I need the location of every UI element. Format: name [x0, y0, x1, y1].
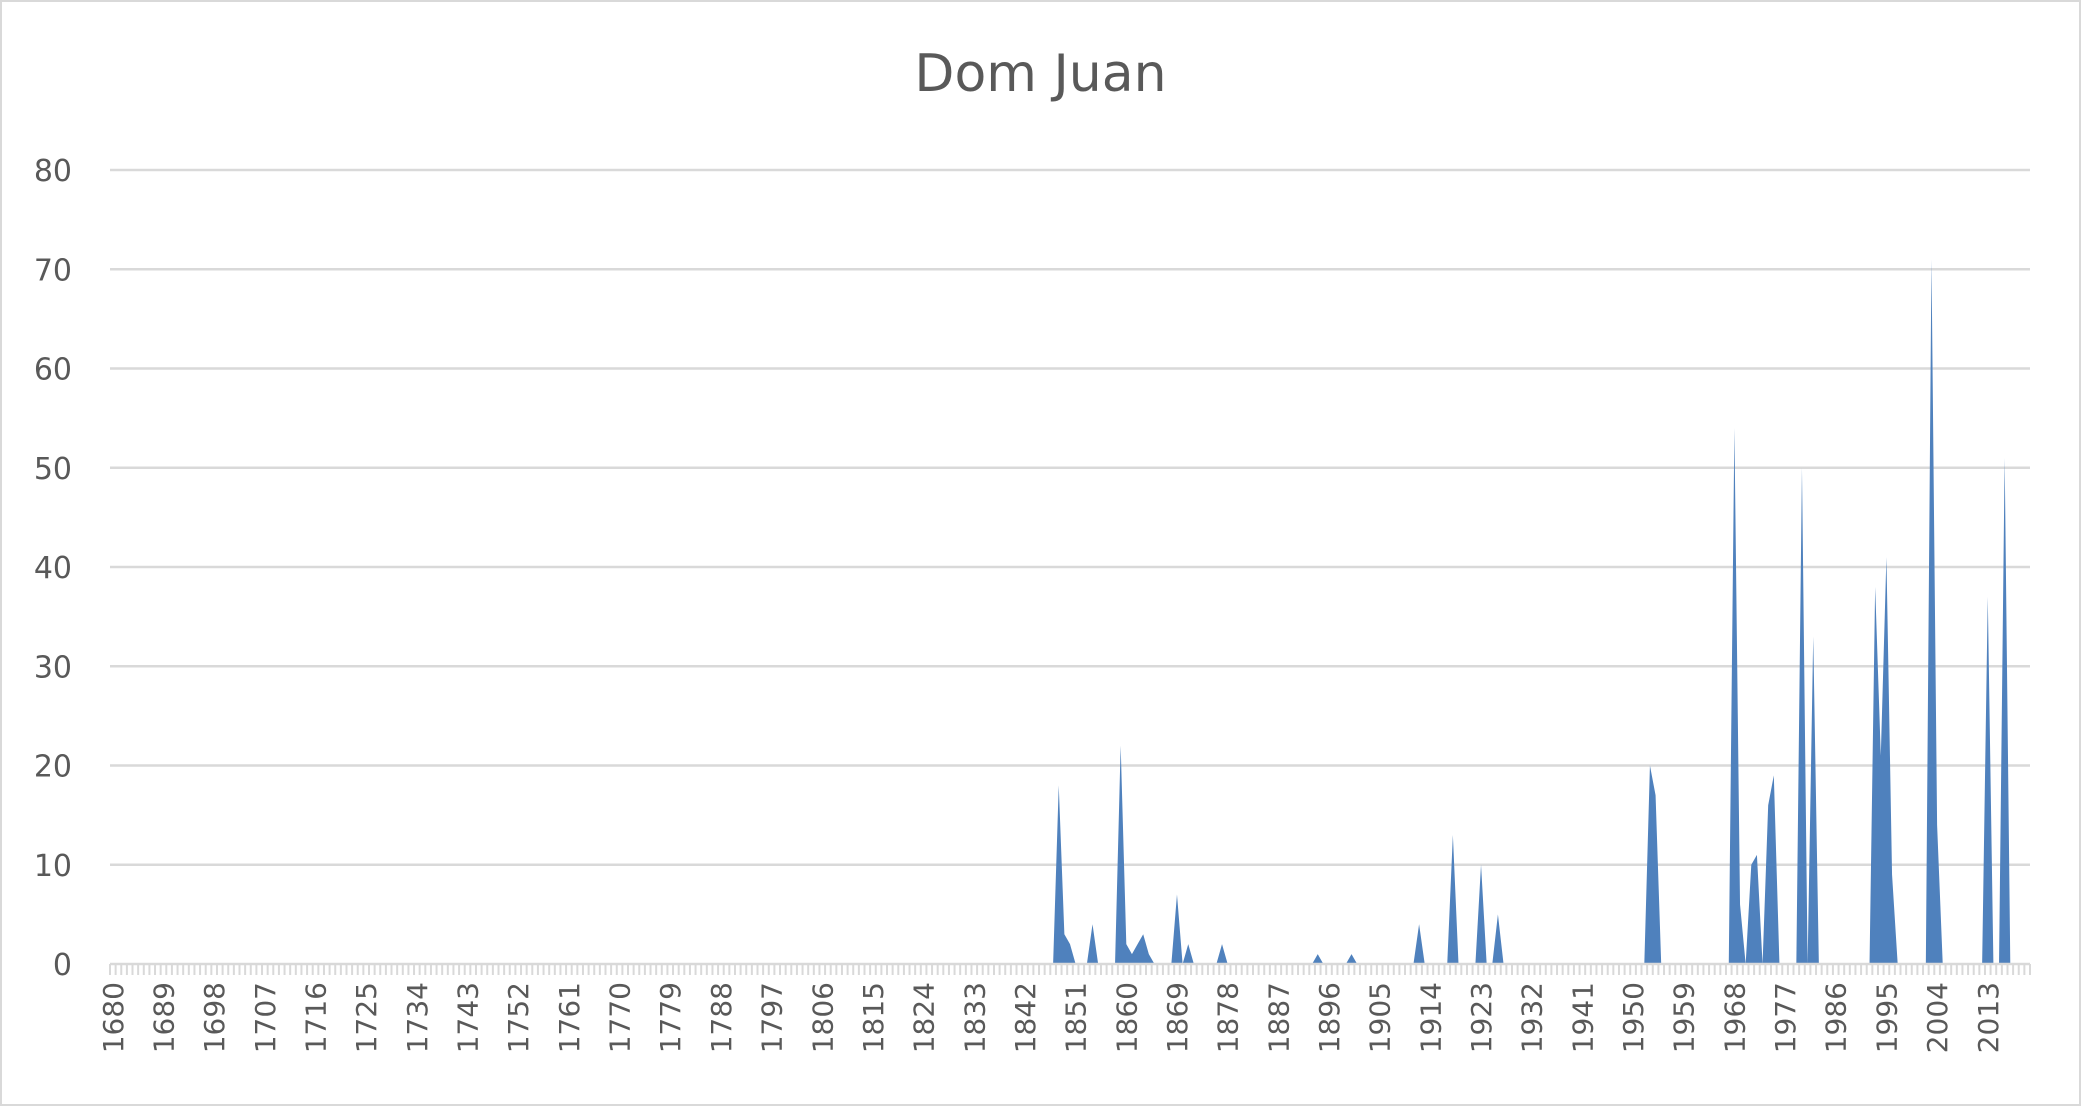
- x-tick-label: 1959: [1668, 982, 1701, 1053]
- x-tick-label: 1833: [958, 982, 991, 1053]
- y-tick-label: 70: [34, 253, 72, 288]
- data-series-area: [112, 259, 2028, 964]
- x-tick-label: 1752: [502, 982, 535, 1053]
- x-tick-label: 1806: [806, 982, 839, 1053]
- y-tick-label: 20: [34, 750, 72, 785]
- x-tick-label: 1995: [1870, 982, 1903, 1053]
- y-tick-label: 10: [34, 849, 72, 884]
- x-tick-label: 1986: [1820, 982, 1853, 1053]
- x-tick-label: 1788: [705, 982, 738, 1053]
- x-axis-tick-labels: 1680 1689 1698 1707 1716 1725 1734 1743 1752 1761…: [97, 982, 2005, 1053]
- x-tick-label: 1815: [857, 982, 890, 1053]
- x-tick-label: 1950: [1617, 982, 1650, 1053]
- gridlines: [110, 168, 2030, 866]
- x-tick-label: 1761: [553, 982, 586, 1053]
- x-tick-label: 1842: [1009, 982, 1042, 1053]
- x-tick-label: 1977: [1769, 982, 1802, 1053]
- y-tick-label: 30: [34, 650, 72, 685]
- x-tick-label: 1887: [1262, 982, 1295, 1053]
- x-tick-label: 1968: [1718, 982, 1751, 1053]
- x-tick-label: 1878: [1212, 982, 1245, 1053]
- x-tick-label: 1869: [1161, 982, 1194, 1053]
- x-tick-label: 1905: [1364, 982, 1397, 1053]
- x-tick-label: 1923: [1465, 982, 1498, 1053]
- chart-title: Dom Juan: [914, 44, 1167, 104]
- y-tick-label: 80: [34, 154, 72, 189]
- x-tick-label: 2004: [1921, 982, 1954, 1053]
- x-tick-label: 2013: [1972, 982, 2005, 1053]
- x-tick-label: 1689: [147, 982, 180, 1053]
- x-tick-label: 1824: [908, 982, 941, 1053]
- x-tick-label: 1743: [452, 982, 485, 1053]
- x-tick-label: 1914: [1414, 982, 1447, 1053]
- x-tick-label: 1680: [97, 982, 130, 1053]
- x-tick-label: 1734: [401, 982, 434, 1053]
- x-tick-label: 1725: [350, 982, 383, 1053]
- x-tick-label: 1707: [249, 982, 282, 1053]
- x-tick-label: 1770: [604, 982, 637, 1053]
- y-tick-label: 0: [53, 948, 72, 983]
- x-tick-label: 1860: [1110, 982, 1143, 1053]
- x-tick-label: 1797: [756, 982, 789, 1053]
- y-axis-tick-labels: 0 10 20 30 40 50 60 70 80: [34, 154, 72, 983]
- x-tick-label: 1716: [300, 982, 333, 1053]
- x-tick-label: 1941: [1566, 982, 1599, 1053]
- x-tick-label: 1779: [654, 982, 687, 1053]
- x-tick-label: 1698: [198, 982, 231, 1053]
- x-tick-label: 1896: [1313, 982, 1346, 1053]
- x-axis: [109, 962, 2031, 975]
- x-tick-label: 1932: [1516, 982, 1549, 1053]
- y-tick-label: 60: [34, 353, 72, 388]
- y-tick-label: 50: [34, 452, 72, 487]
- x-tick-label: 1851: [1060, 982, 1093, 1053]
- y-tick-label: 40: [34, 551, 72, 586]
